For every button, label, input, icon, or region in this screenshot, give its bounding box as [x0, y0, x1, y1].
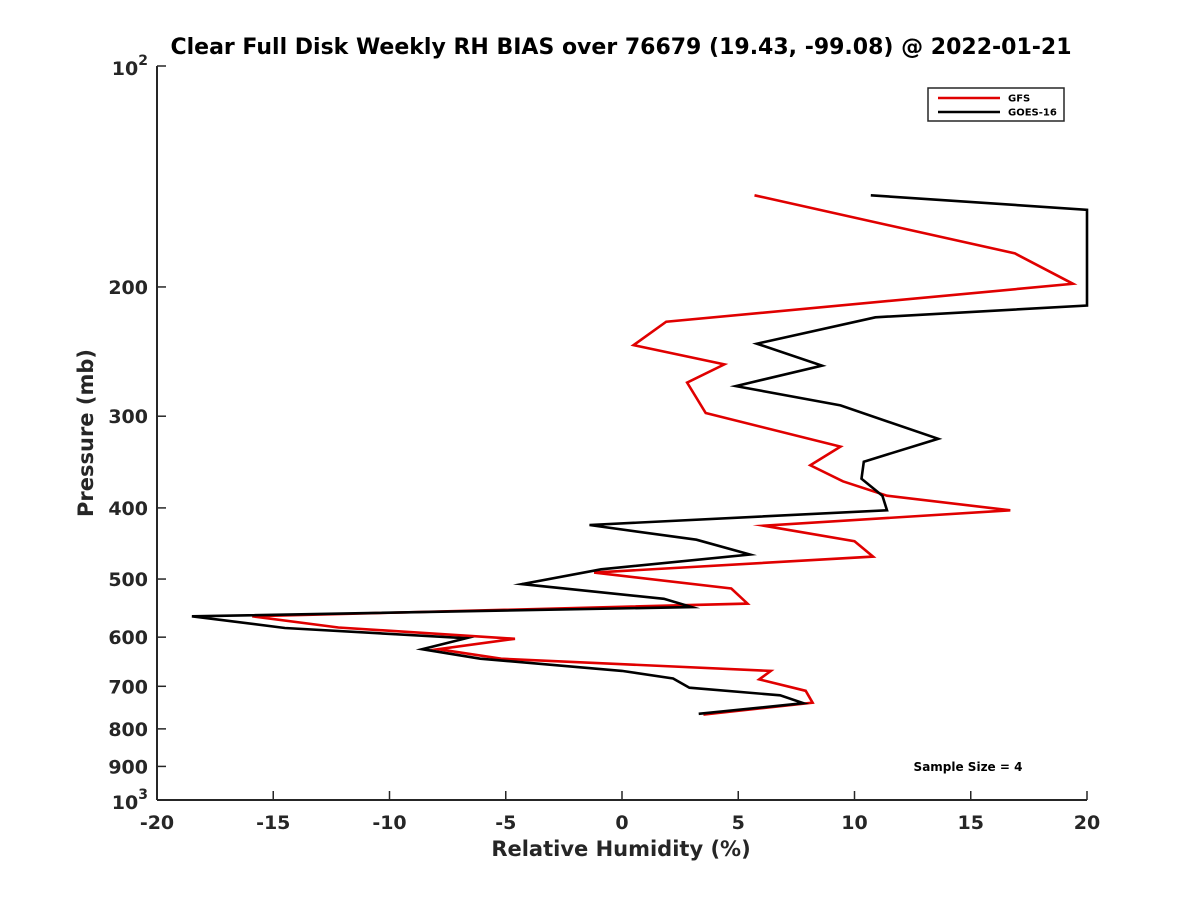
chart-title: Clear Full Disk Weekly RH BIAS over 7667…: [170, 35, 1071, 60]
x-tick-label: 20: [1074, 812, 1100, 834]
series-line-gfs: [252, 194, 1078, 716]
x-tick-label: -10: [372, 812, 406, 834]
y-tick-label: 400: [108, 498, 148, 520]
y-tick-label: 800: [108, 719, 148, 741]
y-tick-label: 103: [112, 787, 148, 814]
series-line-goes-16: [191, 194, 1089, 716]
x-tick-label: -5: [495, 812, 516, 834]
x-tick-label: 15: [958, 812, 984, 834]
x-axis-label: Relative Humidity (%): [491, 837, 750, 861]
x-tick-label: -15: [256, 812, 290, 834]
legend-box: [927, 87, 1065, 122]
y-tick-label: 102: [112, 53, 148, 80]
x-tick-label: 5: [732, 812, 745, 834]
y-tick-label: 200: [108, 277, 148, 299]
y-tick-label: 900: [108, 756, 148, 778]
y-tick-label: 600: [108, 627, 148, 649]
y-tick-label: 700: [108, 676, 148, 698]
series-lines: [191, 194, 1089, 716]
x-tick-label: 10: [841, 812, 867, 834]
x-tick-label: 0: [615, 812, 628, 834]
y-axis-label: Pressure (mb): [74, 349, 98, 517]
legend: GFS GOES-16: [927, 87, 1065, 122]
x-tick-label: -20: [140, 812, 174, 834]
legend-label: GFS: [1008, 94, 1030, 105]
y-tick-label: 300: [108, 406, 148, 428]
sample-size-note: Sample Size = 4: [914, 760, 1023, 774]
legend-label: GOES-16: [1008, 108, 1057, 119]
axes: -20 -15 -10 -5 0 5 10 15 20 102 200 300 400 500 600 70…: [108, 53, 1100, 834]
y-tick-label: 500: [108, 569, 148, 591]
x-ticks: -20 -15 -10 -5 0 5 10 15 20: [140, 791, 1100, 834]
y-ticks: 102 200 300 400 500 600 700 800 900 103: [108, 53, 166, 814]
